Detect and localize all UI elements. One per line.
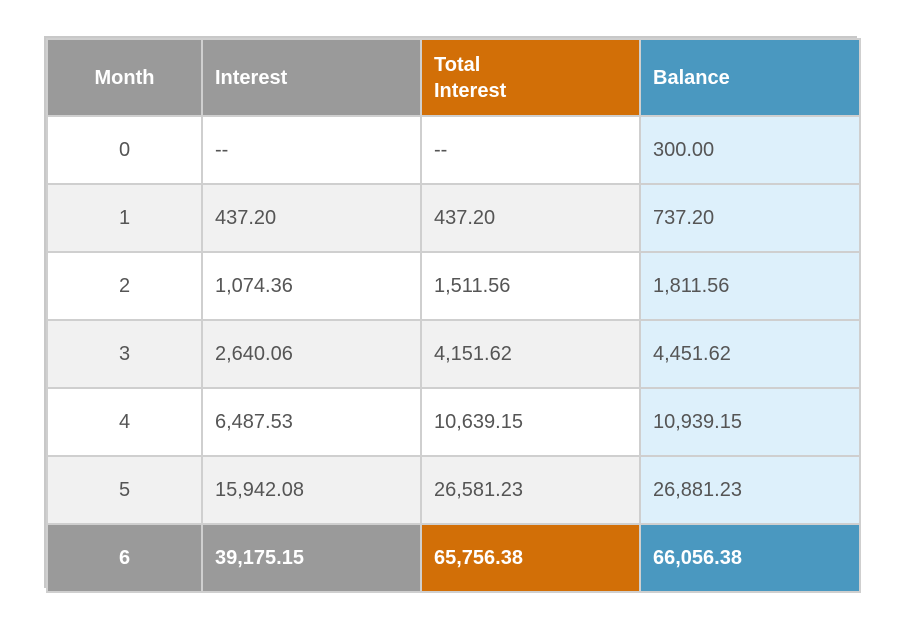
cell-month: 2	[46, 251, 203, 321]
cell-balance: 737.20	[639, 183, 861, 253]
table-row: 5 15,942.08 26,581.23 26,881.23	[46, 455, 861, 525]
header-month: Month	[46, 38, 203, 117]
cell-balance: 66,056.38	[639, 523, 861, 593]
table-row: 1 437.20 437.20 737.20	[46, 183, 861, 253]
cell-balance: 4,451.62	[639, 319, 861, 389]
cell-balance: 1,811.56	[639, 251, 861, 321]
cell-total-interest: --	[420, 115, 641, 185]
cell-total-interest: 1,511.56	[420, 251, 641, 321]
cell-month: 1	[46, 183, 203, 253]
cell-interest: --	[201, 115, 422, 185]
cell-interest: 39,175.15	[201, 523, 422, 593]
cell-total-interest: 65,756.38	[420, 523, 641, 593]
cell-interest: 1,074.36	[201, 251, 422, 321]
table-row: 3 2,640.06 4,151.62 4,451.62	[46, 319, 861, 389]
header-balance: Balance	[639, 38, 861, 117]
cell-month: 6	[46, 523, 203, 593]
cell-total-interest: 26,581.23	[420, 455, 641, 525]
cell-total-interest: 10,639.15	[420, 387, 641, 457]
table-row: 0 -- -- 300.00	[46, 115, 861, 185]
table-row: 2 1,074.36 1,511.56 1,811.56	[46, 251, 861, 321]
cell-interest: 437.20	[201, 183, 422, 253]
cell-interest: 6,487.53	[201, 387, 422, 457]
interest-table: Month Interest Total Interest Balance 0 …	[44, 36, 861, 593]
cell-balance: 26,881.23	[639, 455, 861, 525]
header-interest: Interest	[201, 38, 422, 117]
header-total-interest-line-2: Interest	[434, 79, 507, 102]
cell-month: 0	[46, 115, 203, 185]
cell-interest: 2,640.06	[201, 319, 422, 389]
interest-table-grid: Month Interest Total Interest Balance 0 …	[46, 38, 861, 593]
header-total-interest-line-1: Total	[434, 53, 481, 76]
cell-total-interest: 437.20	[420, 183, 641, 253]
header-total-interest: Total Interest	[420, 38, 641, 117]
cell-balance: 300.00	[639, 115, 861, 185]
cell-month: 3	[46, 319, 203, 389]
cell-balance: 10,939.15	[639, 387, 861, 457]
cell-month: 4	[46, 387, 203, 457]
cell-month: 5	[46, 455, 203, 525]
cell-interest: 15,942.08	[201, 455, 422, 525]
table-row: 4 6,487.53 10,639.15 10,939.15	[46, 387, 861, 457]
cell-total-interest: 4,151.62	[420, 319, 641, 389]
table-row-final: 6 39,175.15 65,756.38 66,056.38	[46, 523, 861, 593]
table-header-row: Month Interest Total Interest Balance	[46, 38, 861, 117]
